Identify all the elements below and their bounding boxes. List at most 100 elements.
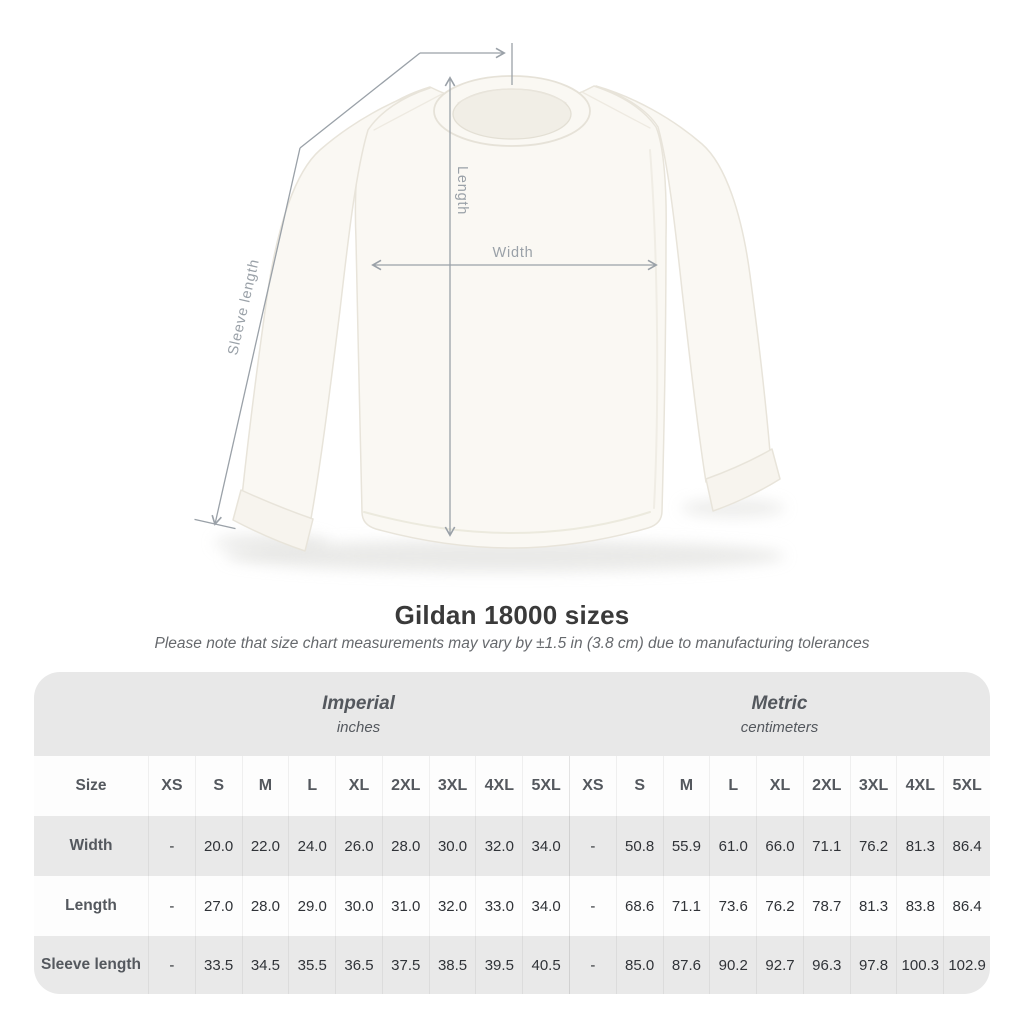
metric-label: Metric [751, 692, 808, 714]
cell: 73.6 [709, 876, 756, 936]
row-label: Sleeve length [41, 956, 141, 973]
length-label: Length [454, 166, 470, 215]
cell: 86.4 [943, 876, 990, 936]
table-row-length: Length - 27.0 28.0 29.0 30.0 31.0 32.0 3… [34, 876, 990, 936]
size-header: 2XL [802, 756, 850, 816]
unit-group-metric: Metric centimeters [569, 672, 990, 756]
cell: 32.0 [428, 876, 476, 936]
size-header: 2XL [381, 756, 429, 816]
cell: 39.5 [475, 936, 522, 994]
right-cuff [705, 448, 781, 512]
row-label: Length [65, 897, 117, 914]
cell: 76.2 [849, 816, 897, 876]
size-header: 4XL [896, 756, 943, 816]
size-header: 4XL [475, 756, 522, 816]
cell: 26.0 [335, 816, 382, 876]
cell: 81.3 [849, 876, 897, 936]
left-cuff [232, 489, 314, 552]
sweatshirt [232, 75, 781, 552]
cell: 78.7 [802, 876, 850, 936]
shoulder-seam-right [581, 91, 651, 129]
sweatshirt-body [354, 85, 667, 549]
cell: 90.2 [709, 936, 756, 994]
cell: 71.1 [662, 876, 710, 936]
cell: 34.0 [522, 816, 569, 876]
cell: 29.0 [288, 876, 335, 936]
imperial-label: Imperial [322, 692, 395, 714]
cell: 33.5 [194, 936, 242, 994]
cell: 28.0 [241, 876, 289, 936]
cell: 28.0 [381, 816, 429, 876]
cell: 30.0 [335, 876, 382, 936]
width-label: Width [492, 245, 533, 261]
cell: 97.8 [849, 936, 897, 994]
size-header: XS [569, 756, 616, 816]
hem-band-seam [363, 511, 651, 534]
cell: 30.0 [428, 816, 476, 876]
collar [433, 75, 591, 147]
cell: 96.3 [802, 936, 850, 994]
metric-unit: centimeters [740, 718, 819, 736]
size-header-row: Size XS S M L XL 2XL 3XL 4XL 5XL XS S M … [34, 756, 990, 816]
cell: - [569, 936, 616, 994]
cell: 24.0 [288, 816, 335, 876]
table-row-width: Width - 20.0 22.0 24.0 26.0 28.0 30.0 32… [34, 816, 990, 876]
cell: 31.0 [381, 876, 429, 936]
measurement-annotations [194, 43, 658, 537]
unit-header-spacer [34, 672, 148, 756]
size-header: XS [148, 756, 195, 816]
size-header: M [241, 756, 289, 816]
cell: 34.5 [241, 936, 289, 994]
imperial-unit: inches [336, 718, 381, 736]
size-header: 5XL [943, 756, 990, 816]
cell: 35.5 [288, 936, 335, 994]
page-title: Gildan 18000 sizes [394, 600, 630, 630]
sleeve-measure-diagonal [211, 147, 301, 526]
cell: 76.2 [756, 876, 803, 936]
cell: 37.5 [381, 936, 429, 994]
cell: 33.0 [475, 876, 522, 936]
cell: 34.0 [522, 876, 569, 936]
cell: 55.9 [662, 816, 710, 876]
size-column-header: Size [75, 777, 107, 794]
cell: 68.6 [615, 876, 663, 936]
size-header: L [288, 756, 335, 816]
cell: - [569, 816, 616, 876]
body-crease [649, 149, 659, 509]
cell: 32.0 [475, 816, 522, 876]
sleeve-length-label: Sleeve length [225, 257, 263, 356]
cell: 100.3 [896, 936, 943, 994]
size-header: L [709, 756, 756, 816]
size-header: 5XL [522, 756, 569, 816]
cell: 71.1 [802, 816, 850, 876]
unit-header-row: Imperial inches Metric centimeters [34, 672, 990, 756]
sleeve-measure-shoulder-segment [299, 52, 421, 149]
cell: 38.5 [428, 936, 476, 994]
cell: 102.9 [943, 936, 990, 994]
cell: 36.5 [335, 936, 382, 994]
table-row-sleeve-length: Sleeve length - 33.5 34.5 35.5 36.5 37.5… [34, 936, 990, 994]
row-label: Width [69, 837, 113, 854]
sleeve-measure-cuff-tick [194, 518, 236, 530]
cell: - [148, 876, 195, 936]
cell: - [148, 816, 195, 876]
cell: - [569, 876, 616, 936]
shoulder-seam-left [373, 93, 443, 131]
cell: 92.7 [756, 936, 803, 994]
size-header: XL [756, 756, 803, 816]
cell: 50.8 [615, 816, 663, 876]
cell: - [148, 936, 195, 994]
size-header: 3XL [849, 756, 897, 816]
cell: 61.0 [709, 816, 756, 876]
size-header: S [615, 756, 663, 816]
cell: 22.0 [241, 816, 289, 876]
cell: 83.8 [896, 876, 943, 936]
cell: 40.5 [522, 936, 569, 994]
size-header: S [194, 756, 242, 816]
size-header: 3XL [428, 756, 476, 816]
size-chart-table: Imperial inches Metric centimeters Size … [34, 672, 990, 994]
cell: 20.0 [194, 816, 242, 876]
cell: 81.3 [896, 816, 943, 876]
unit-group-imperial: Imperial inches [148, 672, 569, 756]
